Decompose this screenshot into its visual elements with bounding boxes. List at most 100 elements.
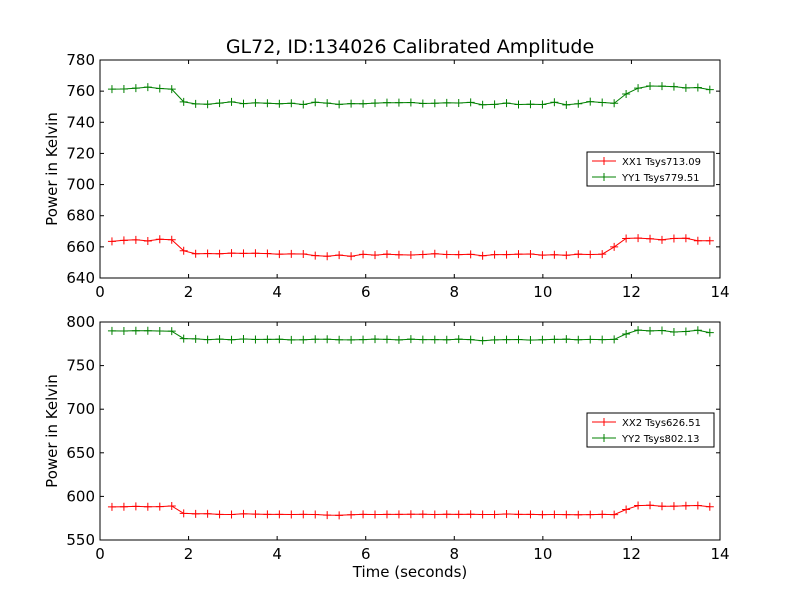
x-tick-label: 0 bbox=[95, 545, 105, 563]
data-point bbox=[622, 89, 631, 98]
y-tick-label: 650 bbox=[66, 444, 95, 462]
x-tick-label: 2 bbox=[184, 545, 194, 563]
data-point bbox=[107, 326, 116, 335]
data-point bbox=[251, 335, 260, 344]
data-point bbox=[299, 250, 308, 259]
data-point bbox=[394, 335, 403, 344]
y-tick-label: 660 bbox=[66, 238, 95, 256]
data-point bbox=[705, 328, 714, 337]
data-point bbox=[478, 336, 487, 345]
data-point bbox=[263, 335, 272, 344]
data-point bbox=[347, 252, 356, 261]
data-point bbox=[598, 98, 607, 107]
data-point bbox=[418, 99, 427, 108]
data-point bbox=[143, 502, 152, 511]
data-point bbox=[239, 509, 248, 518]
data-point bbox=[574, 250, 583, 259]
y-tick-label: 720 bbox=[66, 144, 95, 162]
data-point bbox=[371, 335, 380, 344]
data-point bbox=[490, 510, 499, 519]
y-tick-label: 760 bbox=[66, 82, 95, 100]
x-tick-label: 10 bbox=[533, 545, 552, 563]
data-point bbox=[107, 85, 116, 94]
data-point bbox=[382, 510, 391, 519]
data-point bbox=[681, 327, 690, 336]
data-point bbox=[574, 510, 583, 519]
data-point bbox=[430, 249, 439, 258]
x-tick-label: 8 bbox=[450, 283, 460, 301]
data-point bbox=[490, 100, 499, 109]
data-point bbox=[693, 236, 702, 245]
data-point bbox=[526, 250, 535, 259]
data-point bbox=[514, 100, 523, 109]
data-point bbox=[634, 501, 643, 510]
data-point bbox=[311, 335, 320, 344]
data-point bbox=[669, 234, 678, 243]
data-point bbox=[382, 98, 391, 107]
data-point bbox=[705, 236, 714, 245]
data-point bbox=[478, 100, 487, 109]
data-point bbox=[227, 335, 236, 344]
plot-frame bbox=[99, 321, 721, 541]
data-point bbox=[191, 334, 200, 343]
data-point bbox=[454, 335, 463, 344]
data-point bbox=[371, 251, 380, 260]
data-point bbox=[347, 335, 356, 344]
data-point bbox=[502, 335, 511, 344]
data-point bbox=[586, 97, 595, 106]
data-point bbox=[681, 234, 690, 243]
data-point bbox=[681, 83, 690, 92]
data-point bbox=[466, 250, 475, 259]
legend-box bbox=[586, 412, 715, 448]
data-point bbox=[335, 335, 344, 344]
data-point bbox=[502, 510, 511, 519]
data-point bbox=[227, 249, 236, 258]
data-point bbox=[394, 98, 403, 107]
data-point bbox=[311, 98, 320, 107]
data-point bbox=[681, 501, 690, 510]
data-point bbox=[610, 335, 619, 344]
data-point bbox=[550, 335, 559, 344]
data-point bbox=[693, 326, 702, 335]
data-point bbox=[693, 501, 702, 510]
data-point bbox=[526, 100, 535, 109]
legend-marker bbox=[600, 434, 608, 442]
data-point bbox=[179, 97, 188, 106]
data-point bbox=[478, 510, 487, 519]
plot-frame bbox=[99, 59, 721, 279]
y-tick-label: 680 bbox=[66, 207, 95, 225]
data-point bbox=[634, 84, 643, 93]
y-tick-label: 550 bbox=[66, 531, 95, 549]
data-point bbox=[514, 335, 523, 344]
data-point bbox=[538, 510, 547, 519]
data-point bbox=[514, 510, 523, 519]
data-point bbox=[502, 99, 511, 108]
data-point bbox=[634, 326, 643, 335]
data-point bbox=[323, 511, 332, 520]
data-point bbox=[634, 234, 643, 243]
data-point bbox=[418, 335, 427, 344]
data-point bbox=[657, 326, 666, 335]
data-point bbox=[167, 235, 176, 244]
data-point bbox=[622, 329, 631, 338]
data-point bbox=[299, 510, 308, 519]
data-point bbox=[657, 235, 666, 244]
data-point bbox=[119, 236, 128, 245]
data-point bbox=[263, 249, 272, 258]
y-tick-label: 600 bbox=[66, 487, 95, 505]
data-point bbox=[538, 100, 547, 109]
x-tick-label: 14 bbox=[710, 545, 729, 563]
data-point bbox=[107, 502, 116, 511]
data-point bbox=[251, 510, 260, 519]
data-point bbox=[657, 502, 666, 511]
data-point bbox=[287, 335, 296, 344]
data-point bbox=[119, 84, 128, 93]
data-point bbox=[323, 99, 332, 108]
data-point bbox=[335, 100, 344, 109]
data-point bbox=[526, 336, 535, 345]
y-tick-label: 640 bbox=[66, 269, 95, 287]
data-point bbox=[299, 335, 308, 344]
data-point bbox=[430, 335, 439, 344]
data-point bbox=[371, 510, 380, 519]
